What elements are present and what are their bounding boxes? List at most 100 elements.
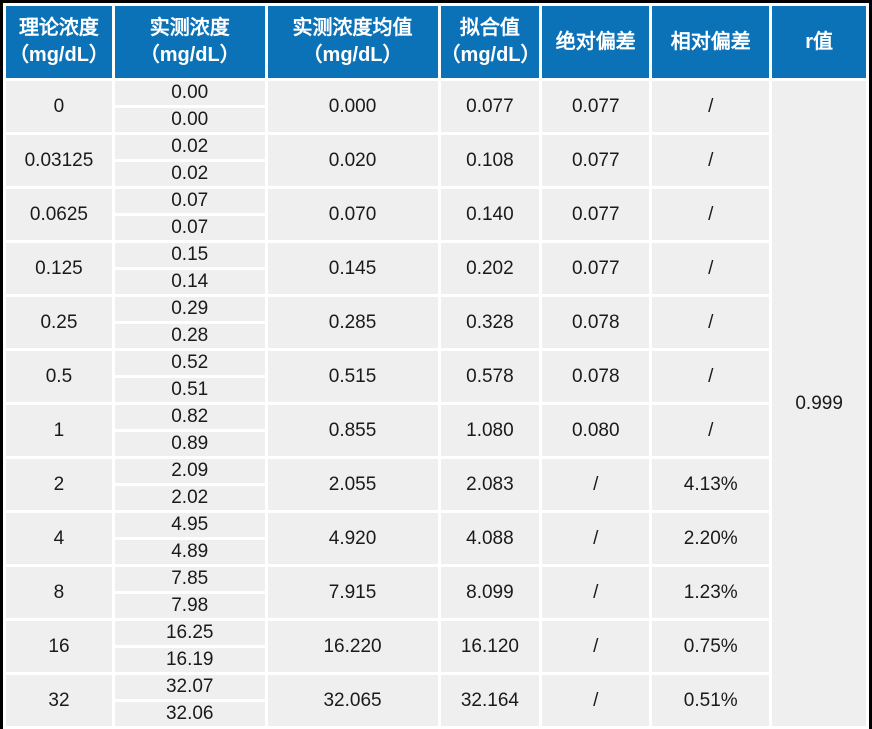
header-unit: （mg/dL） (139, 44, 240, 66)
table-subrow: 0.28 (5, 321, 868, 351)
fitted-cell: 0.140 (437, 186, 543, 243)
measured-cell: 7.98 (111, 591, 268, 621)
measured-cell: 0.29 (111, 294, 268, 324)
rel-dev-cell: / (649, 294, 773, 351)
table-subrow: 0.07 (5, 213, 868, 243)
mean-cell: 2.055 (264, 456, 441, 513)
mean-cell: 0.855 (264, 402, 441, 459)
mean-cell: 0.515 (264, 348, 441, 405)
table-subrow: 0.00 (5, 105, 868, 135)
theoretical-cell: 1 (3, 402, 115, 459)
table-row: 0 0.00 0.000 0.077 0.077 / 0.999 (3, 78, 869, 729)
header-theoretical-concentration: 理论浓度 （mg/dL） (3, 3, 115, 81)
abs-dev-cell: / (539, 510, 653, 567)
table-row: 16 16.25 16.220 16.120 / 0.75% (3, 618, 868, 675)
theoretical-cell: 2 (3, 456, 115, 513)
measured-cell: 2.09 (111, 456, 268, 486)
measured-cell: 0.51 (111, 375, 268, 405)
abs-dev-cell: / (539, 618, 653, 675)
measured-cell: 4.95 (111, 510, 268, 540)
linearity-table: 理论浓度 （mg/dL） 实测浓度 （mg/dL） 实测浓度均值 （mg/dL） 拟合… (3, 3, 869, 729)
measured-cell: 0.89 (111, 429, 268, 459)
table-row: 1 0.82 0.855 1.080 0.080 / (3, 402, 868, 459)
mean-cell: 0.000 (264, 78, 441, 135)
r-value-cell: 0.999 (769, 78, 869, 729)
table-subrow: 7.98 (5, 591, 868, 621)
mean-cell: 0.070 (264, 186, 441, 243)
theoretical-cell: 32 (3, 672, 115, 729)
measured-cell: 2.02 (111, 483, 268, 513)
table-row: 32 32.07 32.065 32.164 / 0.51% (3, 672, 868, 729)
header-r-value: r值 (769, 3, 869, 81)
mean-cell: 0.020 (264, 132, 441, 189)
theoretical-cell: 0 (3, 78, 115, 135)
header-unit: （mg/dL） (302, 44, 403, 66)
rel-dev-cell: 1.23% (649, 564, 773, 621)
fitted-cell: 1.080 (437, 402, 543, 459)
header-row: 理论浓度 （mg/dL） 实测浓度 （mg/dL） 实测浓度均值 （mg/dL） 拟合… (3, 3, 869, 81)
measured-cell: 0.14 (111, 267, 268, 297)
mean-cell: 32.065 (264, 672, 441, 729)
theoretical-cell: 0.03125 (3, 132, 115, 189)
fitted-cell: 0.202 (437, 240, 543, 297)
measured-cell: 0.82 (111, 402, 268, 432)
abs-dev-cell: / (539, 456, 653, 513)
table-row: 0.5 0.52 0.515 0.578 0.078 / (3, 348, 868, 405)
mean-cell: 16.220 (264, 618, 441, 675)
abs-dev-cell: / (539, 672, 653, 729)
abs-dev-cell: 0.078 (539, 348, 653, 405)
table-subrow: 16.19 (5, 645, 868, 675)
measured-cell: 0.07 (111, 186, 268, 216)
rel-dev-cell: / (649, 348, 773, 405)
table-subrow: 0.02 (5, 159, 868, 189)
header-fitted-value: 拟合值 （mg/dL） (437, 3, 543, 81)
table-row: 0.125 0.15 0.145 0.202 0.077 / (3, 240, 868, 297)
abs-dev-cell: 0.077 (539, 78, 653, 135)
theoretical-cell: 8 (3, 564, 115, 621)
abs-dev-cell: 0.080 (539, 402, 653, 459)
table-row: 8 7.85 7.915 8.099 / 1.23% (3, 564, 868, 621)
mean-cell: 4.920 (264, 510, 441, 567)
rel-dev-cell: 4.13% (649, 456, 773, 513)
fitted-cell: 4.088 (437, 510, 543, 567)
table-row: 0.25 0.29 0.285 0.328 0.078 / (3, 294, 868, 351)
header-measured-concentration: 实测浓度 （mg/dL） (111, 3, 268, 81)
header-text: 绝对偏差 (555, 30, 636, 53)
rel-dev-cell: 2.20% (649, 510, 773, 567)
header-text: r值 (805, 30, 834, 53)
theoretical-cell: 4 (3, 510, 115, 567)
table-subrow: 2.02 (5, 483, 868, 513)
table-subrow: 0.14 (5, 267, 868, 297)
abs-dev-cell: 0.077 (539, 132, 653, 189)
header-mean-measured-concentration: 实测浓度均值 （mg/dL） (264, 3, 441, 81)
measured-cell: 0.02 (111, 159, 268, 189)
abs-dev-cell: 0.078 (539, 294, 653, 351)
theoretical-cell: 0.0625 (3, 186, 115, 243)
fitted-cell: 0.108 (437, 132, 543, 189)
mean-cell: 0.145 (264, 240, 441, 297)
fitted-cell: 32.164 (437, 672, 543, 729)
measured-cell: 32.06 (111, 699, 268, 729)
header-text: 实测浓度均值 (292, 17, 413, 39)
table-row: 4 4.95 4.920 4.088 / 2.20% (3, 510, 868, 567)
rel-dev-cell: / (649, 132, 773, 189)
header-text: 相对偏差 (670, 30, 751, 53)
measured-cell: 0.07 (111, 213, 268, 243)
abs-dev-cell: 0.077 (539, 240, 653, 297)
rel-dev-cell: / (649, 78, 773, 135)
fitted-cell: 2.083 (437, 456, 543, 513)
rel-dev-cell: / (649, 186, 773, 243)
fitted-cell: 8.099 (437, 564, 543, 621)
table-row: 2 2.09 2.055 2.083 / 4.13% (3, 456, 868, 513)
table-row: 0.0625 0.07 0.070 0.140 0.077 / (3, 186, 868, 243)
fitted-cell: 0.578 (437, 348, 543, 405)
measured-cell: 0.52 (111, 348, 268, 378)
header-relative-deviation: 相对偏差 (649, 3, 773, 81)
measured-cell: 0.00 (111, 105, 268, 135)
table-subrow: 0.89 (5, 429, 868, 459)
measured-cell: 32.07 (111, 672, 268, 702)
theoretical-cell: 16 (3, 618, 115, 675)
header-text: 拟合值 (459, 17, 520, 39)
measured-cell: 4.89 (111, 537, 268, 567)
